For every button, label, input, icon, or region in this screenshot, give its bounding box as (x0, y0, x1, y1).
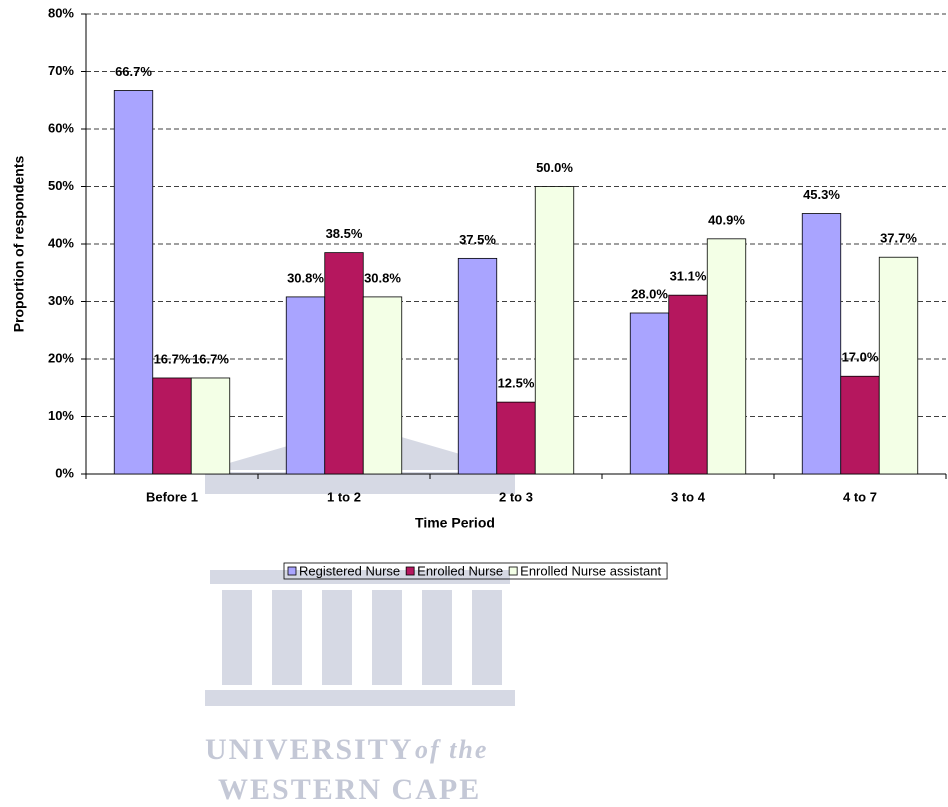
value-label: 31.1% (670, 269, 707, 284)
legend-swatch (508, 566, 518, 576)
y-tick-label: 50% (48, 178, 74, 193)
bar (878, 256, 919, 475)
value-label: 38.5% (326, 226, 363, 241)
x-axis-title: Time Period (415, 515, 495, 531)
bar (190, 377, 231, 475)
y-tick-label: 40% (48, 235, 74, 250)
value-label: 28.0% (631, 286, 668, 301)
watermark-text: of the (415, 735, 488, 764)
bar (706, 238, 747, 475)
value-label: 37.5% (459, 232, 496, 247)
x-tick-label: 2 to 3 (499, 489, 533, 504)
bar (496, 401, 536, 475)
value-label: 12.5% (498, 376, 535, 391)
x-tick-label: 4 to 7 (843, 489, 877, 504)
bar (629, 312, 670, 475)
x-tick-label: 3 to 4 (671, 489, 706, 504)
value-label: 66.7% (115, 64, 152, 79)
bar (152, 377, 192, 475)
bar (362, 296, 403, 475)
watermark-building (205, 425, 515, 706)
value-label: 16.7% (154, 351, 191, 366)
bar (668, 294, 708, 475)
bar (324, 252, 364, 475)
value-label: 50.0% (536, 160, 573, 175)
value-label: 16.7% (192, 351, 229, 366)
y-tick-label: 60% (48, 120, 74, 135)
y-tick-label: 0% (55, 465, 74, 480)
bar (534, 186, 575, 475)
watermark-text: WESTERN CAPE (218, 773, 481, 806)
y-tick-label: 80% (48, 5, 74, 20)
y-tick-label: 30% (48, 293, 74, 308)
y-axis-title: Proportion of respondents (11, 156, 27, 333)
bar (840, 375, 880, 475)
y-tick-label: 70% (48, 63, 74, 78)
value-label: 37.7% (880, 231, 917, 246)
x-tick-label: Before 1 (146, 489, 198, 504)
legend-label: Enrolled Nurse assistant (520, 563, 661, 578)
legend-label: Enrolled Nurse (417, 563, 503, 578)
bar (113, 90, 154, 475)
legend-swatch (287, 566, 297, 576)
value-label: 45.3% (803, 187, 840, 202)
bar (801, 213, 842, 475)
y-tick-label: 20% (48, 350, 74, 365)
value-label: 30.8% (287, 270, 324, 285)
bar (285, 296, 326, 475)
legend (283, 562, 668, 580)
x-tick-label: 1 to 2 (327, 489, 361, 504)
watermark-text: UNIVERSITY (205, 733, 413, 766)
legend-swatch (405, 566, 415, 576)
bar (457, 257, 498, 475)
y-tick-label: 10% (48, 408, 74, 423)
legend-label: Registered Nurse (299, 563, 400, 578)
value-label: 30.8% (364, 270, 401, 285)
value-label: 17.0% (842, 350, 879, 365)
value-label: 40.9% (708, 212, 745, 227)
